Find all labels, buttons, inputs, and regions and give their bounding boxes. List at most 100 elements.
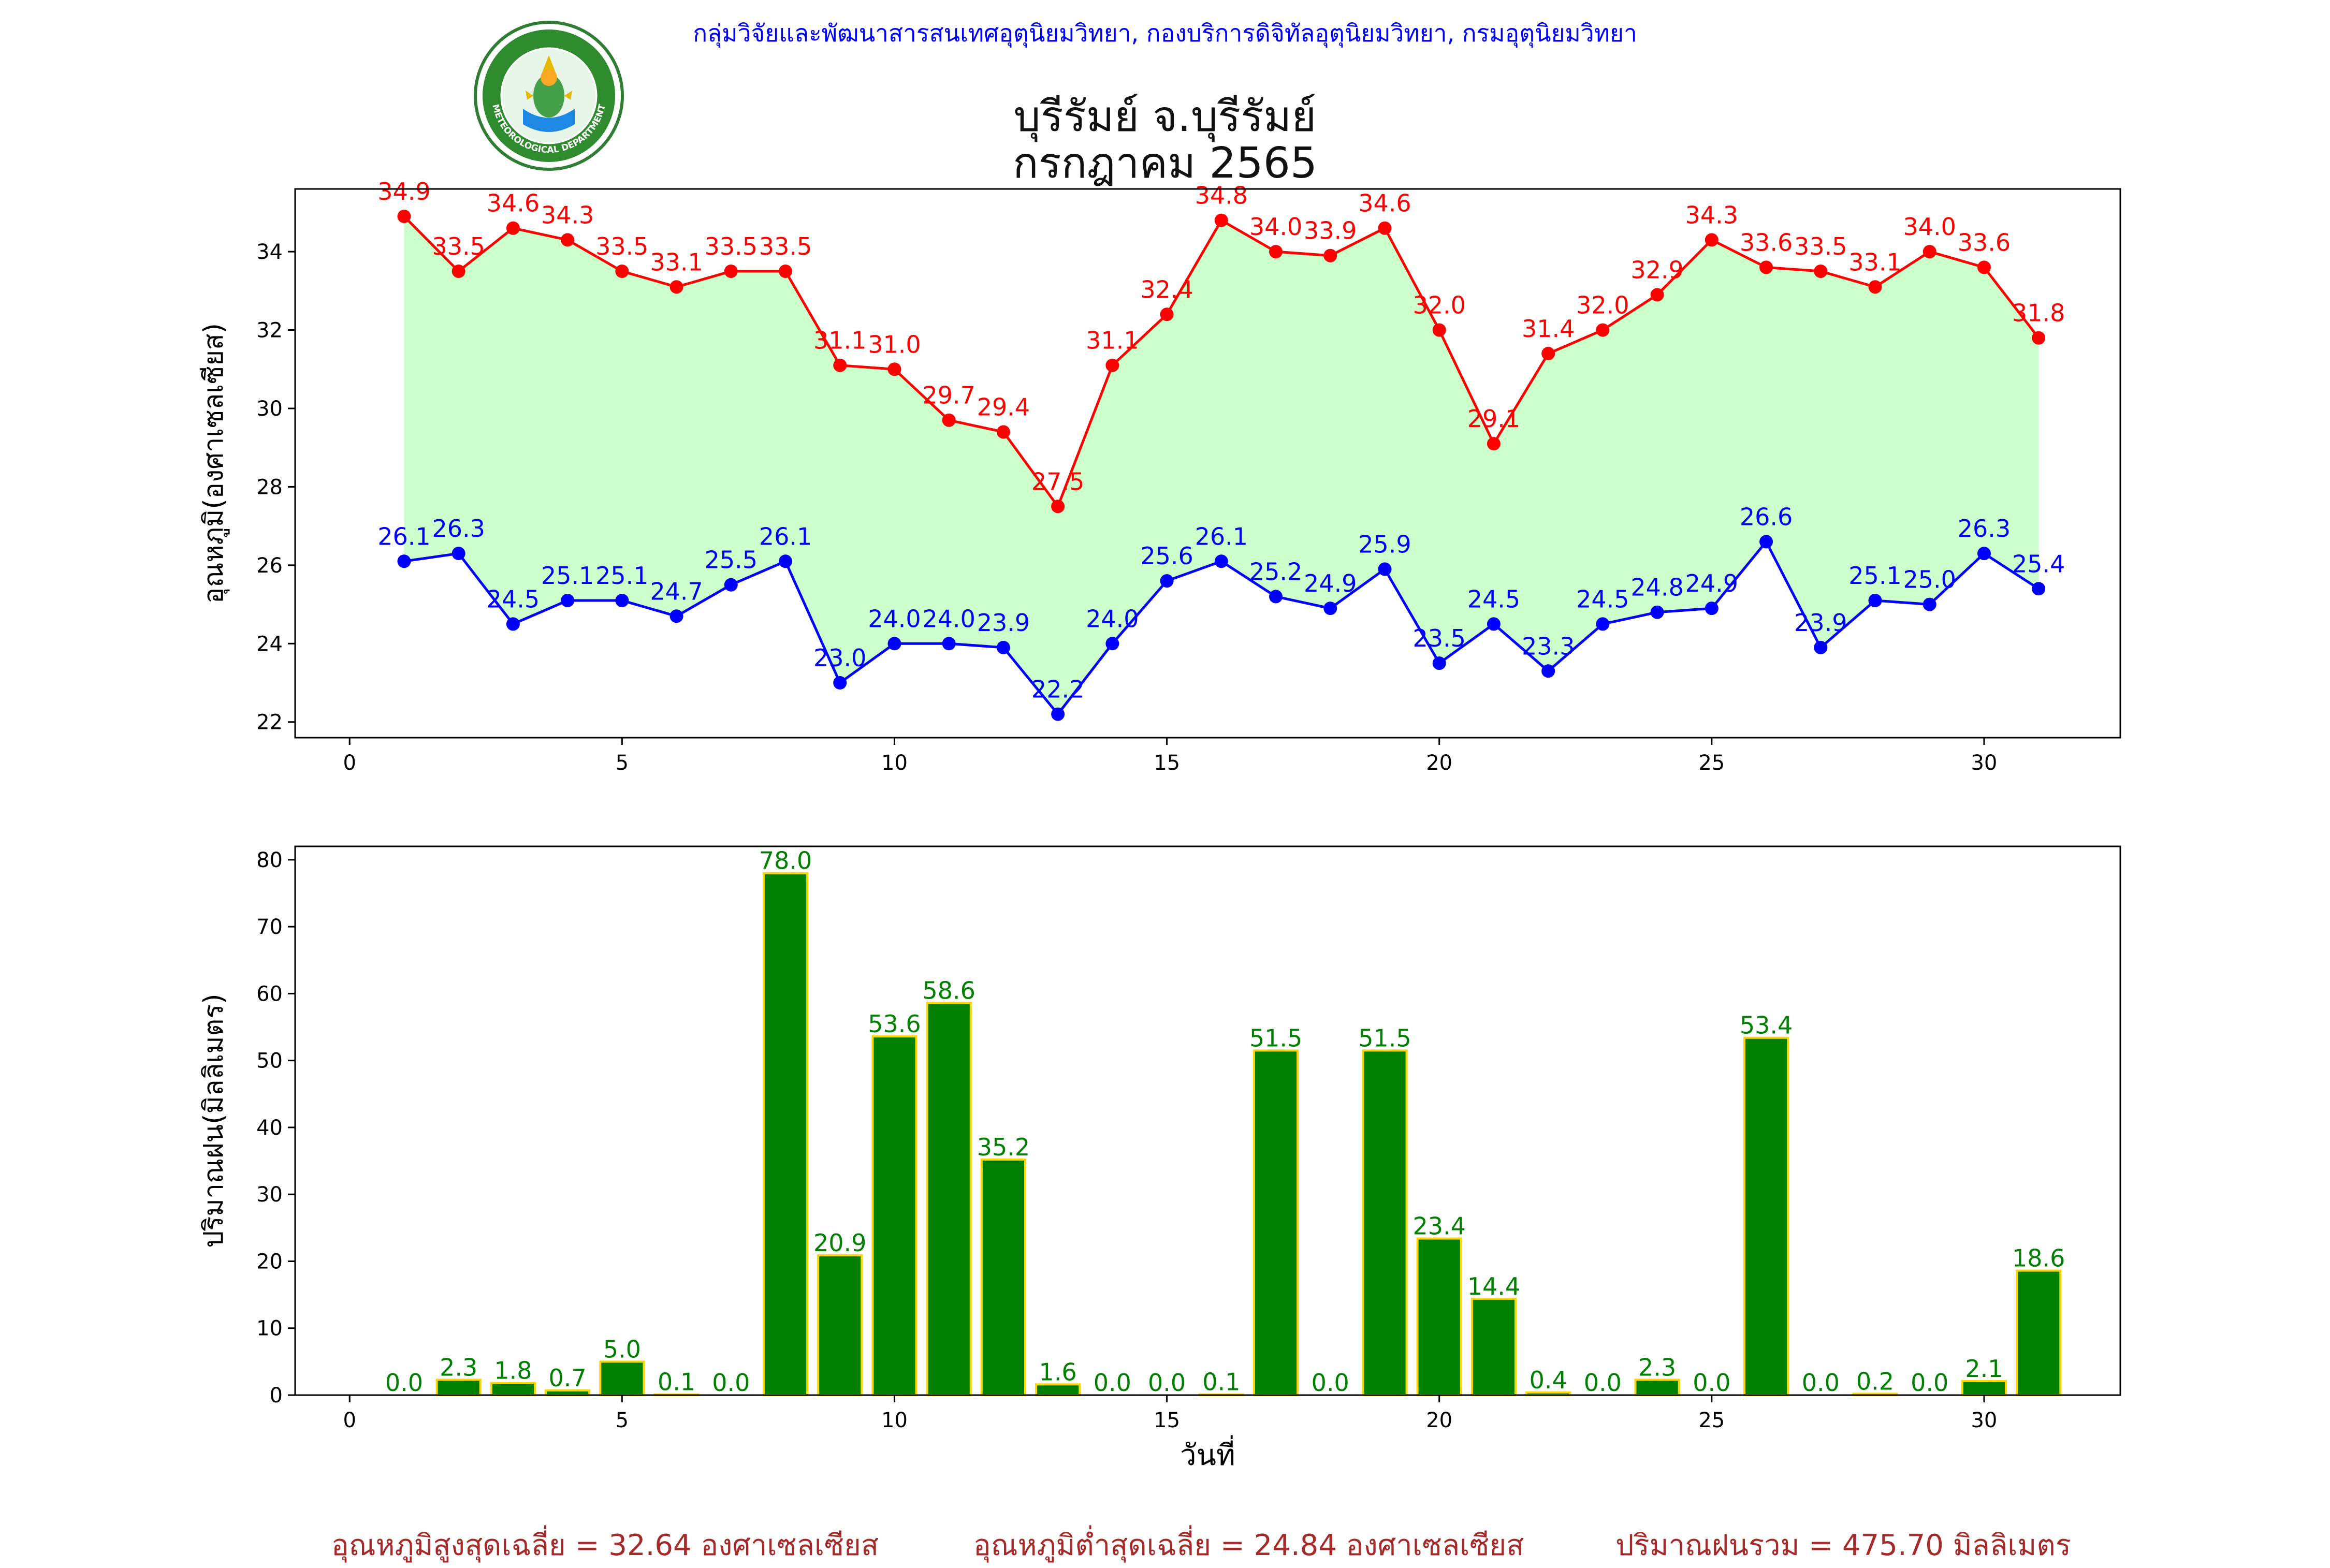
tmd-logo-icon: METEOROLOGICAL DEPARTMENT (474, 21, 624, 171)
min-temperature-point (1759, 535, 1773, 549)
max-temperature-point (1105, 358, 1119, 372)
rainfall-bar (871, 1035, 918, 1396)
rainfall-label: 58.6 (922, 976, 975, 1004)
rainfall-label: 5.0 (603, 1335, 641, 1363)
y-tick-label: 30 (256, 1183, 283, 1207)
max-temperature-point (779, 265, 793, 278)
rainfall-bar (1743, 1036, 1789, 1396)
max-temperature-point (561, 233, 575, 247)
min-temperature-point (996, 640, 1010, 654)
x-tick-label: 20 (1426, 1409, 1452, 1432)
min-temperature-label: 25.1 (541, 562, 594, 590)
max-temperature-label: 33.9 (1304, 217, 1357, 245)
rainfall-bar (1961, 1380, 2007, 1397)
min-temperature-point (1214, 554, 1228, 568)
rainfall-label: 2.1 (1965, 1355, 2003, 1383)
rainfall-bar (926, 1002, 972, 1396)
y-tick-label: 32 (256, 319, 283, 343)
max-temperature-point (1977, 260, 1991, 274)
min-temperature-label: 24.0 (868, 605, 921, 633)
rainfall-bar (1253, 1049, 1299, 1396)
rainfall-label: 23.4 (1412, 1212, 1465, 1240)
min-temperature-label: 25.9 (1358, 530, 1411, 558)
max-temperature-point (1432, 323, 1446, 337)
x-tick-label: 5 (616, 1409, 629, 1432)
y-tick-label: 26 (256, 554, 283, 578)
min-temperature-label: 24.5 (1576, 585, 1629, 613)
x-tick-label: 10 (881, 751, 908, 775)
rainfall-label: 0.0 (385, 1369, 423, 1397)
rainfall-label: 0.0 (1911, 1369, 1948, 1397)
max-temperature-label: 34.3 (541, 201, 594, 229)
rainfall-bar (1416, 1237, 1462, 1396)
chart-2-x-axis-label: วันที่ (1180, 1435, 1235, 1472)
max-temperature-point (1269, 245, 1283, 259)
max-temperature-point (1596, 323, 1610, 337)
max-temperature-label: 34.8 (1195, 182, 1248, 210)
max-temperature-label: 33.5 (432, 232, 485, 260)
max-temperature-point (1541, 347, 1555, 360)
max-temperature-label: 34.6 (487, 189, 540, 217)
max-temperature-label: 33.1 (650, 248, 703, 276)
rainfall-label: 0.2 (1856, 1367, 1894, 1395)
chart-title-period: กรกฎาคม 2565 (1012, 139, 1318, 188)
rainfall-bar (1470, 1297, 1517, 1397)
min-temperature-label: 25.4 (2012, 550, 2065, 578)
min-temperature-label: 25.6 (1140, 542, 1193, 570)
rainfall-bar (1634, 1379, 1680, 1397)
x-tick-label: 30 (1971, 751, 1997, 775)
min-temperature-point (1868, 594, 1882, 607)
rainfall-bar (980, 1158, 1027, 1396)
max-temperature-point (2032, 331, 2046, 345)
min-temperature-label: 26.1 (759, 522, 812, 550)
rainfall-label: 1.8 (494, 1357, 532, 1385)
x-tick-label: 25 (1698, 1409, 1725, 1432)
max-temperature-point (1051, 500, 1065, 514)
rainfall-label: 51.5 (1249, 1024, 1302, 1052)
min-temperature-point (1432, 656, 1446, 670)
min-temperature-point (1105, 637, 1119, 651)
min-temperature-label: 26.6 (1740, 503, 1793, 531)
max-temperature-label: 29.7 (922, 382, 975, 409)
rainfall-label: 0.0 (1693, 1369, 1730, 1397)
footer-avg-min: อุณหภูมิต่ำสุดเฉลี่ย = 24.84 องศาเซลเซีย… (973, 1529, 1524, 1562)
y-tick-label: 50 (256, 1049, 283, 1073)
chart-1-y-axis-label: อุณหภูมิ(องศาเซลเซียส) (198, 323, 230, 604)
min-temperature-label: 24.7 (650, 577, 703, 605)
rainfall-label: 0.4 (1530, 1366, 1567, 1394)
min-temperature-point (1269, 590, 1283, 604)
min-temperature-point (561, 594, 575, 607)
min-temperature-label: 24.5 (487, 585, 540, 613)
min-temperature-point (1323, 602, 1337, 616)
rainfall-label: 0.7 (549, 1364, 587, 1392)
min-temperature-point (942, 637, 956, 651)
min-temperature-point (779, 554, 793, 568)
organization-credit: กลุ่มวิจัยและพัฒนาสารสนเทศอุตุนิยมวิทยา,… (693, 19, 1637, 47)
min-temperature-label: 25.0 (1903, 566, 1956, 594)
rainfall-label: 0.0 (1094, 1369, 1131, 1397)
min-temperature-label: 24.5 (1467, 585, 1520, 613)
rainfall-bar (762, 872, 809, 1396)
min-temperature-label: 24.9 (1304, 569, 1357, 597)
max-temperature-label: 32.4 (1140, 275, 1193, 303)
rainfall-bar (1035, 1383, 1081, 1397)
max-temperature-label: 33.5 (705, 232, 758, 260)
min-temperature-label: 24.8 (1630, 574, 1683, 602)
rainfall-label: 14.4 (1467, 1272, 1520, 1300)
rainfall-label: 0.0 (1312, 1369, 1349, 1397)
min-temperature-label: 23.0 (813, 644, 866, 672)
max-temperature-label: 34.0 (1903, 213, 1956, 241)
max-temperature-point (397, 210, 411, 223)
max-temperature-label: 29.1 (1467, 405, 1520, 433)
min-temperature-point (1596, 617, 1610, 631)
max-temperature-label: 31.0 (868, 330, 921, 358)
min-temperature-point (2032, 582, 2046, 596)
min-temperature-label: 23.5 (1412, 624, 1465, 652)
y-tick-label: 30 (256, 397, 283, 421)
min-temperature-label: 23.9 (1794, 609, 1847, 637)
max-temperature-label: 34.6 (1358, 189, 1411, 217)
rainfall-label: 35.2 (977, 1133, 1030, 1161)
rainfall-label: 0.0 (1148, 1369, 1186, 1397)
max-temperature-label: 33.1 (1848, 248, 1901, 276)
